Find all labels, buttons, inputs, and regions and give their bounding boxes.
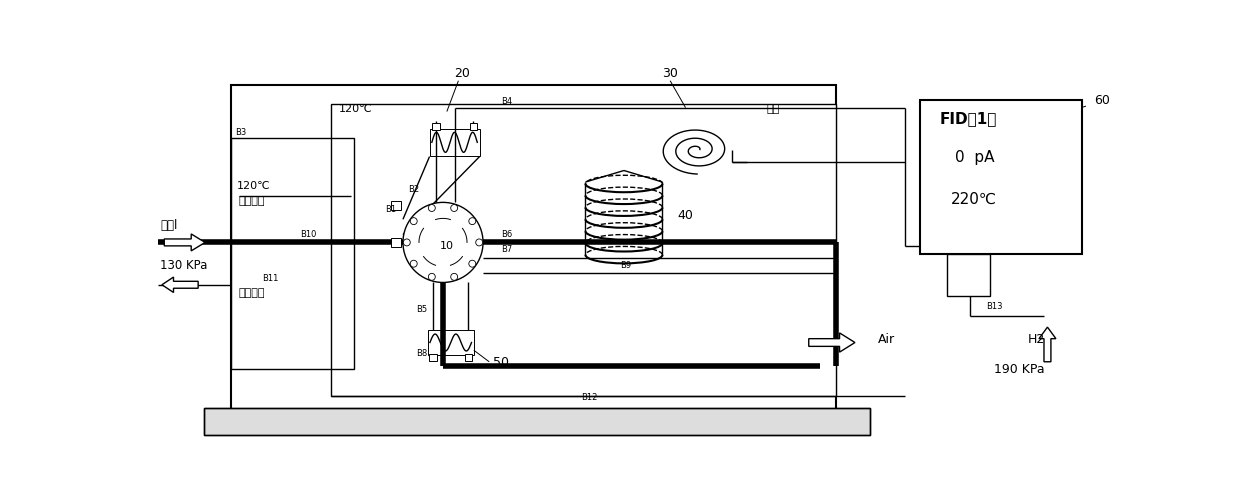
Bar bbox=[428, 330, 474, 355]
Circle shape bbox=[469, 260, 476, 267]
Bar bbox=[470, 123, 477, 130]
Text: H2: H2 bbox=[1028, 332, 1045, 346]
Text: 20: 20 bbox=[454, 67, 470, 80]
Text: B9: B9 bbox=[620, 261, 631, 270]
Text: 190 KPa: 190 KPa bbox=[993, 363, 1044, 376]
Bar bbox=[465, 354, 472, 361]
Bar bbox=[429, 354, 436, 361]
Polygon shape bbox=[162, 277, 198, 292]
Circle shape bbox=[476, 239, 482, 246]
Text: B13: B13 bbox=[986, 302, 1002, 312]
Text: B4: B4 bbox=[501, 97, 512, 106]
Text: 130 KPa: 130 KPa bbox=[160, 259, 208, 272]
Bar bbox=[432, 123, 439, 130]
Circle shape bbox=[410, 218, 417, 225]
Polygon shape bbox=[1039, 327, 1056, 362]
Text: 10: 10 bbox=[440, 241, 454, 251]
Text: 120℃: 120℃ bbox=[339, 104, 373, 113]
Text: 30: 30 bbox=[662, 67, 678, 80]
Text: B11: B11 bbox=[262, 274, 279, 283]
Bar bbox=[231, 139, 355, 369]
Bar bbox=[947, 254, 990, 296]
Polygon shape bbox=[808, 333, 854, 352]
Bar bbox=[429, 129, 480, 156]
Text: 样品出口: 样品出口 bbox=[239, 288, 265, 298]
Text: B3: B3 bbox=[236, 128, 247, 137]
Text: B2: B2 bbox=[408, 185, 419, 194]
Circle shape bbox=[450, 274, 458, 281]
Text: 样品入口: 样品入口 bbox=[239, 196, 265, 206]
Text: 60: 60 bbox=[1094, 94, 1110, 107]
Text: B10: B10 bbox=[300, 230, 317, 239]
Text: B6: B6 bbox=[501, 230, 512, 239]
Circle shape bbox=[410, 260, 417, 267]
Bar bbox=[205, 408, 870, 435]
Text: 120℃: 120℃ bbox=[237, 180, 270, 190]
Bar bbox=[920, 100, 1083, 254]
Text: 40: 40 bbox=[678, 210, 693, 222]
Circle shape bbox=[428, 274, 435, 281]
Text: 阀筱: 阀筱 bbox=[766, 104, 780, 113]
Text: B1: B1 bbox=[386, 205, 397, 213]
Text: 0  pA: 0 pA bbox=[955, 149, 994, 165]
Circle shape bbox=[403, 239, 410, 246]
Text: 50: 50 bbox=[494, 355, 510, 369]
Circle shape bbox=[428, 205, 435, 211]
Bar bbox=[331, 104, 836, 396]
Text: B8: B8 bbox=[417, 349, 428, 357]
Bar bbox=[392, 201, 401, 210]
Circle shape bbox=[450, 205, 458, 211]
Polygon shape bbox=[164, 234, 205, 251]
Bar bbox=[392, 238, 401, 247]
Text: B5: B5 bbox=[417, 305, 427, 314]
Circle shape bbox=[403, 203, 484, 282]
Text: FID（1）: FID（1） bbox=[940, 111, 997, 126]
Text: Air: Air bbox=[878, 332, 895, 346]
Text: B12: B12 bbox=[582, 393, 598, 402]
Circle shape bbox=[469, 218, 476, 225]
Bar bbox=[205, 408, 870, 435]
Bar bbox=[231, 85, 836, 416]
Text: B7: B7 bbox=[501, 246, 512, 254]
Text: 220℃: 220℃ bbox=[951, 192, 997, 207]
Text: 载气l: 载气l bbox=[160, 219, 177, 232]
